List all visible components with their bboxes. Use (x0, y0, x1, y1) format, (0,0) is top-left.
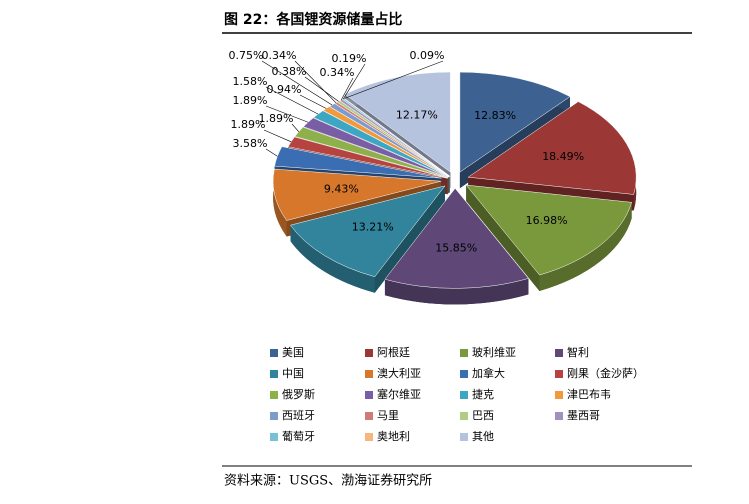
legend-swatch (365, 370, 373, 378)
value-label: 13.21% (352, 221, 394, 234)
leader-line (344, 60, 444, 99)
legend-swatch (555, 412, 563, 420)
value-label: 12.83% (474, 109, 516, 122)
leader-line (261, 60, 333, 106)
legend-swatch (555, 370, 563, 378)
slice (459, 71, 571, 173)
value-label: 16.98% (526, 214, 568, 227)
legend-swatch (365, 349, 373, 357)
value-label: 12.17% (396, 108, 438, 121)
leader-line (304, 76, 339, 102)
legend-label: 美国 (282, 346, 304, 359)
legend-label: 葡萄牙 (282, 430, 315, 443)
legend-label: 塞尔维亚 (377, 387, 421, 401)
value-label: 0.34% (320, 66, 355, 79)
legend-swatch (555, 391, 563, 399)
leader-line (299, 94, 327, 109)
leader-line (265, 148, 278, 157)
value-label: 0.94% (267, 83, 302, 96)
value-label: 3.58% (233, 137, 268, 150)
pie-tops (272, 71, 637, 289)
slice-rim (273, 169, 287, 237)
legend-label: 马里 (377, 409, 399, 422)
legend-label: 澳大利亚 (377, 366, 421, 380)
leader-line (265, 105, 309, 123)
legend-swatch (460, 370, 468, 378)
legend-swatch (270, 349, 278, 357)
leader-line (342, 63, 366, 100)
slice-rim (290, 225, 375, 293)
value-label: 0.34% (262, 49, 297, 62)
slice (294, 126, 448, 179)
legend-swatch (270, 391, 278, 399)
slice (272, 168, 442, 221)
value-label: 1.89% (259, 112, 294, 125)
value-label: 1.89% (231, 118, 266, 131)
legend-swatch (365, 412, 373, 420)
slice (465, 184, 632, 276)
legend-label: 中国 (282, 367, 304, 380)
value-label: 0.75% (229, 49, 264, 62)
leader-line (291, 123, 299, 132)
legend-label: 捷克 (472, 387, 494, 401)
legend-swatch (460, 433, 468, 441)
legend-label: 奥地利 (377, 429, 410, 443)
legend-swatch (460, 349, 468, 357)
legend-swatch (270, 412, 278, 420)
value-label: 18.49% (542, 150, 584, 163)
leader-line (294, 60, 337, 104)
value-label: 0.38% (272, 65, 307, 78)
legend-label: 玻利维亚 (472, 346, 516, 359)
slice (467, 101, 637, 195)
legend-swatch (365, 391, 373, 399)
legend-label: 墨西哥 (567, 409, 600, 422)
legend-swatch (460, 391, 468, 399)
pie-labels: 12.83% 18.49% 16.98% 15.85% 13.21% 9.43% 3.58%… (229, 49, 585, 254)
legend-label: 巴西 (472, 409, 494, 422)
slice-rim (539, 202, 632, 292)
slice-rim (384, 278, 529, 305)
legend-label: 加拿大 (472, 366, 505, 380)
value-label: 1.89% (233, 94, 268, 107)
slice (290, 185, 446, 277)
legend-label: 刚果（金沙萨） (567, 366, 644, 380)
value-label: 0.09% (410, 49, 445, 62)
leader-line (263, 129, 292, 143)
value-label: 0.19% (332, 52, 367, 65)
legend-label: 津巴布韦 (567, 388, 611, 401)
legend-label: 阿根廷 (377, 345, 410, 359)
legend-swatch (555, 349, 563, 357)
value-label: 9.43% (324, 183, 359, 196)
legend-swatch (460, 412, 468, 420)
legend-swatch (365, 433, 373, 441)
leader-line (340, 77, 354, 101)
legend-label: 俄罗斯 (282, 388, 315, 401)
legend-swatch (270, 433, 278, 441)
slice (384, 187, 529, 289)
value-label: 1.58% (233, 75, 268, 88)
legend-swatch (270, 370, 278, 378)
chart-title: 图 22：各国锂资源储量占比 (224, 11, 402, 28)
legend-label: 其他 (472, 430, 494, 443)
slice-wall (466, 185, 540, 292)
legend-label: 西班牙 (282, 409, 315, 422)
source: 资料来源：USGS、渤海证券研究所 (224, 473, 432, 489)
legend-label: 智利 (567, 345, 589, 359)
slice (344, 71, 451, 173)
slice-wall (374, 185, 445, 293)
leader-line (265, 86, 319, 115)
value-label: 15.85% (435, 241, 477, 254)
